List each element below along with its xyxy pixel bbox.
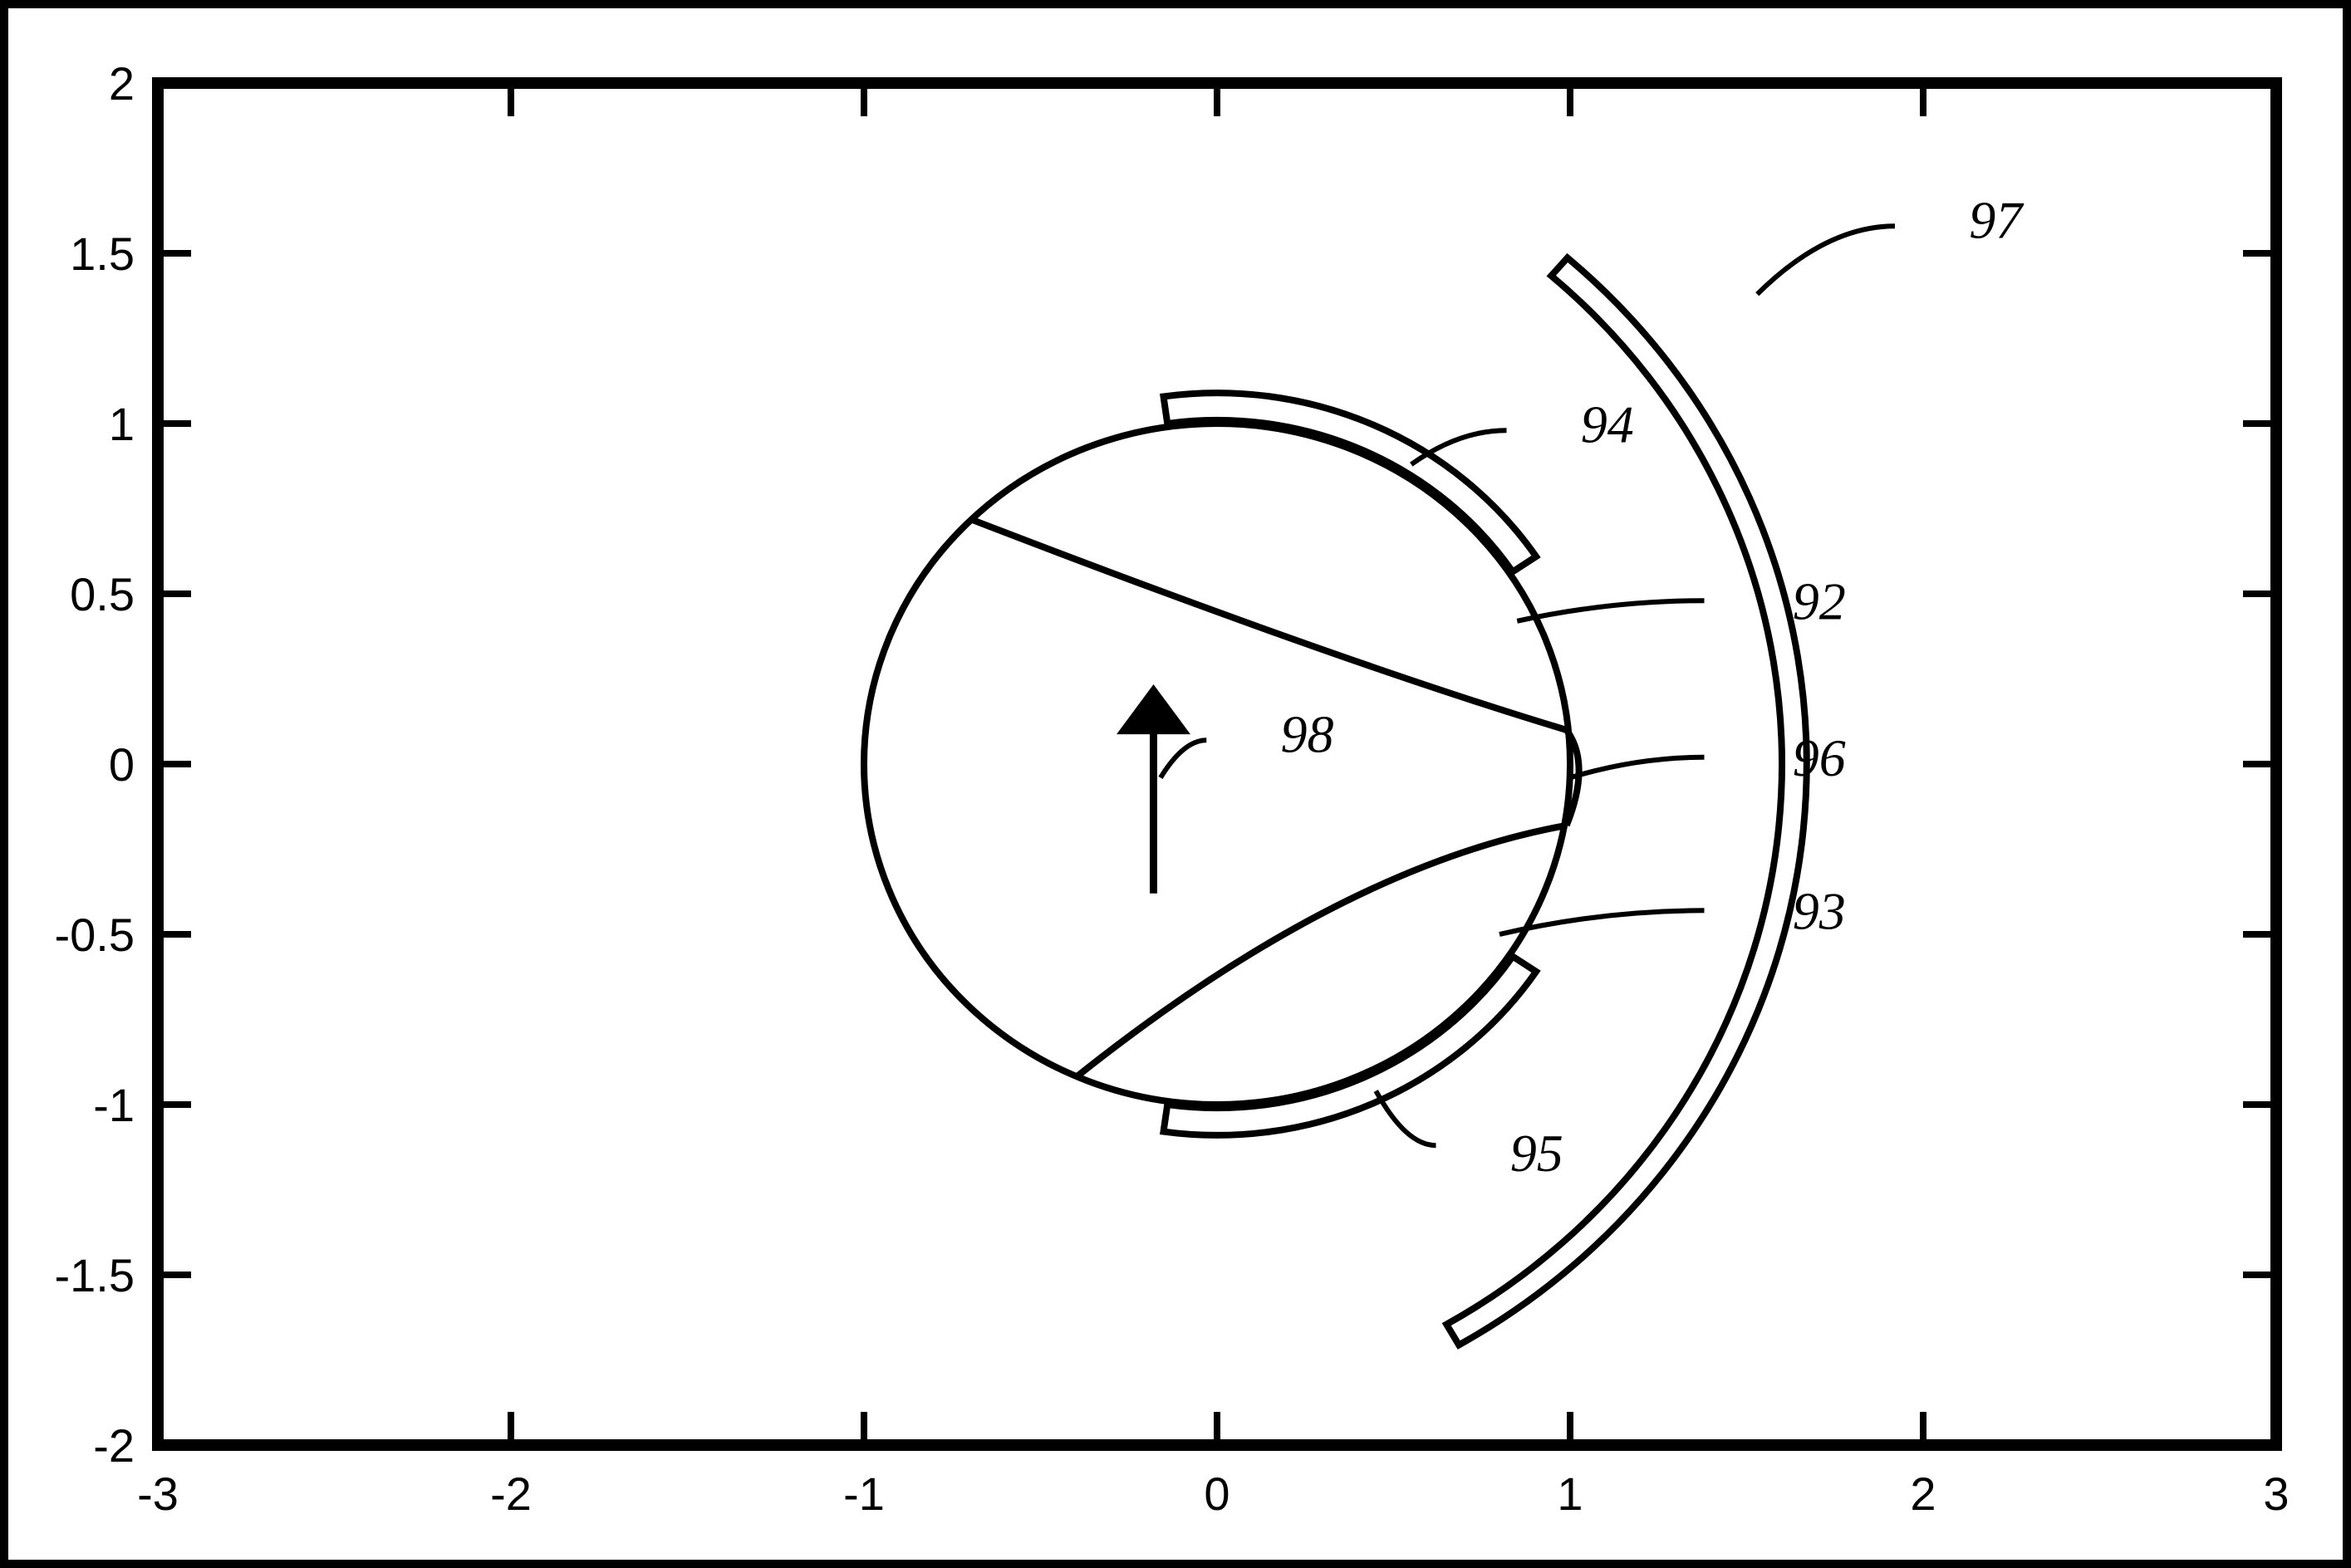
label-92: 92 xyxy=(1793,572,1846,631)
x-tick-label: -1 xyxy=(843,1468,885,1520)
label-94: 94 xyxy=(1581,394,1634,453)
label-97: 97 xyxy=(1969,190,2025,249)
label-98: 98 xyxy=(1281,705,1334,764)
y-tick-label: 1.5 xyxy=(70,228,135,280)
y-tick-label: -1.5 xyxy=(55,1249,135,1301)
label-95: 95 xyxy=(1510,1124,1563,1183)
y-tick-label: 0.5 xyxy=(70,568,135,620)
y-tick-label: -2 xyxy=(93,1419,135,1472)
y-tick-label: -0.5 xyxy=(55,909,135,961)
x-tick-label: 3 xyxy=(2263,1468,2289,1520)
y-tick-label: -1 xyxy=(93,1079,135,1131)
label-96: 96 xyxy=(1793,728,1846,787)
x-tick-label: 2 xyxy=(1910,1468,1936,1520)
x-tick-label: 0 xyxy=(1204,1468,1229,1520)
y-tick-label: 0 xyxy=(109,738,135,791)
x-tick-label: -2 xyxy=(490,1468,532,1520)
x-tick-label: 1 xyxy=(1557,1468,1583,1520)
y-tick-label: 2 xyxy=(109,57,135,110)
label-93: 93 xyxy=(1793,882,1846,941)
x-tick-label: -3 xyxy=(137,1468,179,1520)
y-tick-label: 1 xyxy=(109,398,135,450)
